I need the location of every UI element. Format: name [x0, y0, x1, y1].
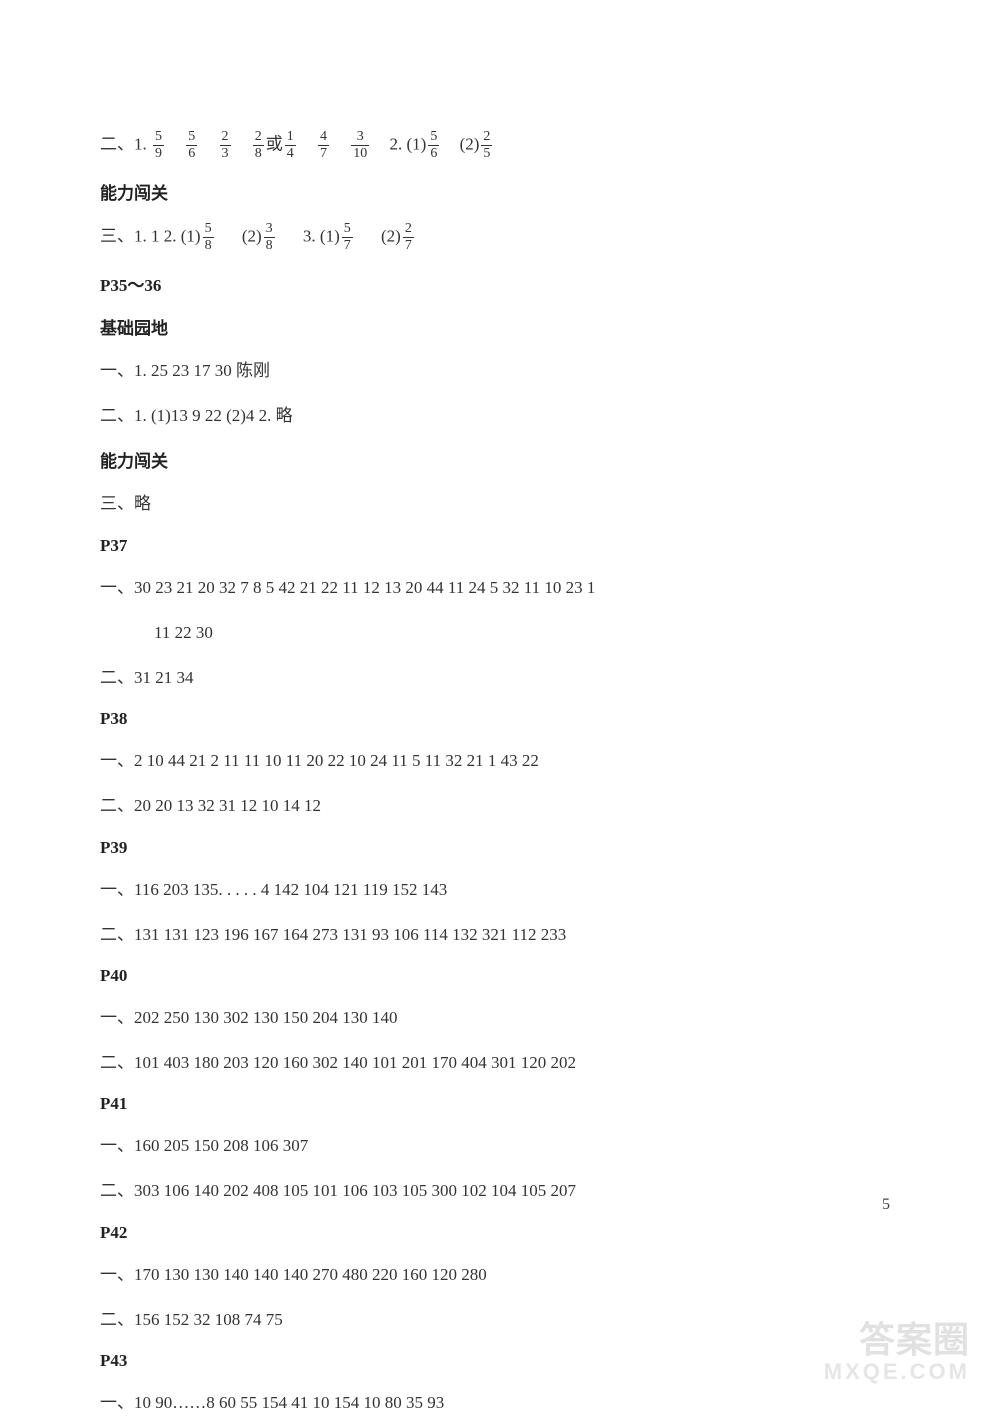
fraction: 58: [203, 222, 214, 253]
fraction: 23: [220, 130, 231, 161]
answer-line: 一、30 23 21 20 32 7 8 5 42 21 22 11 12 13…: [100, 574, 900, 601]
answer-line: 一、10 90……8 60 55 154 41 10 154 10 80 35 …: [100, 1389, 900, 1416]
section-heading: 基础园地: [100, 314, 900, 339]
or-text: 或: [266, 134, 283, 153]
answer-line: 二、156 152 32 108 74 75: [100, 1306, 900, 1333]
answer-line-fractions-2: 三、1. 1 2. (1)58 (2)38 3. (1)57 (2)27: [100, 222, 900, 253]
watermark-top: 答案圈: [824, 1320, 970, 1360]
answer-line: 一、160 205 150 208 106 307: [100, 1132, 900, 1159]
page-number: 5: [882, 1196, 890, 1214]
p4: (2): [381, 226, 401, 245]
fraction: 310: [351, 130, 369, 161]
part3: (2): [460, 134, 480, 153]
section-heading: 能力闯关: [100, 179, 900, 204]
answer-line: 一、202 250 130 302 130 150 204 130 140: [100, 1004, 900, 1031]
section-heading: 能力闯关: [100, 447, 900, 472]
answer-line: 一、170 130 130 140 140 140 270 480 220 16…: [100, 1261, 900, 1288]
answer-line: 二、131 131 123 196 167 164 273 131 93 106…: [100, 921, 900, 948]
page-ref: P40: [100, 966, 900, 986]
answer-line: 二、31 21 34: [100, 664, 900, 691]
fraction: 14: [285, 130, 296, 161]
answer-line: 一、2 10 44 21 2 11 11 10 11 20 22 10 24 1…: [100, 747, 900, 774]
page-ref: P35～36: [100, 271, 900, 296]
answer-line-continuation: 11 22 30: [100, 619, 900, 646]
fraction: 28: [253, 130, 264, 161]
page-ref: P42: [100, 1223, 900, 1243]
page-ref: P41: [100, 1094, 900, 1114]
answer-line: 二、101 403 180 203 120 160 302 140 101 20…: [100, 1049, 900, 1076]
fraction: 56: [428, 130, 439, 161]
answer-line-fractions-1: 二、1. 59 56 23 28或14 47 310 2. (1)56 (2)2…: [100, 130, 900, 161]
answer-line: 一、1. 25 23 17 30 陈刚: [100, 357, 900, 384]
p3: 3. (1): [303, 226, 340, 245]
fraction: 27: [403, 222, 414, 253]
fraction: 56: [186, 130, 197, 161]
answer-line: 一、116 203 135. . . . . 4 142 104 121 119…: [100, 876, 900, 903]
part2: 2. (1): [390, 134, 427, 153]
prefix: 三、1. 1 2. (1): [100, 226, 201, 245]
answer-line: 三、略: [100, 490, 900, 517]
answer-line: 二、1. (1)13 9 22 (2)4 2. 略: [100, 402, 900, 429]
fraction: 38: [264, 222, 275, 253]
fraction: 59: [153, 130, 164, 161]
page-ref: P43: [100, 1351, 900, 1371]
watermark: 答案圈 MXQE.COM: [824, 1320, 970, 1384]
fraction: 57: [342, 222, 353, 253]
fraction: 25: [481, 130, 492, 161]
answer-line: 二、303 106 140 202 408 105 101 106 103 10…: [100, 1177, 900, 1204]
page-ref: P38: [100, 709, 900, 729]
p2: (2): [242, 226, 262, 245]
page-ref: P39: [100, 838, 900, 858]
prefix: 二、1.: [100, 134, 147, 153]
page-ref: P37: [100, 536, 900, 556]
fraction: 47: [318, 130, 329, 161]
answer-line: 二、20 20 13 32 31 12 10 14 12: [100, 792, 900, 819]
watermark-bottom: MXQE.COM: [824, 1360, 970, 1384]
